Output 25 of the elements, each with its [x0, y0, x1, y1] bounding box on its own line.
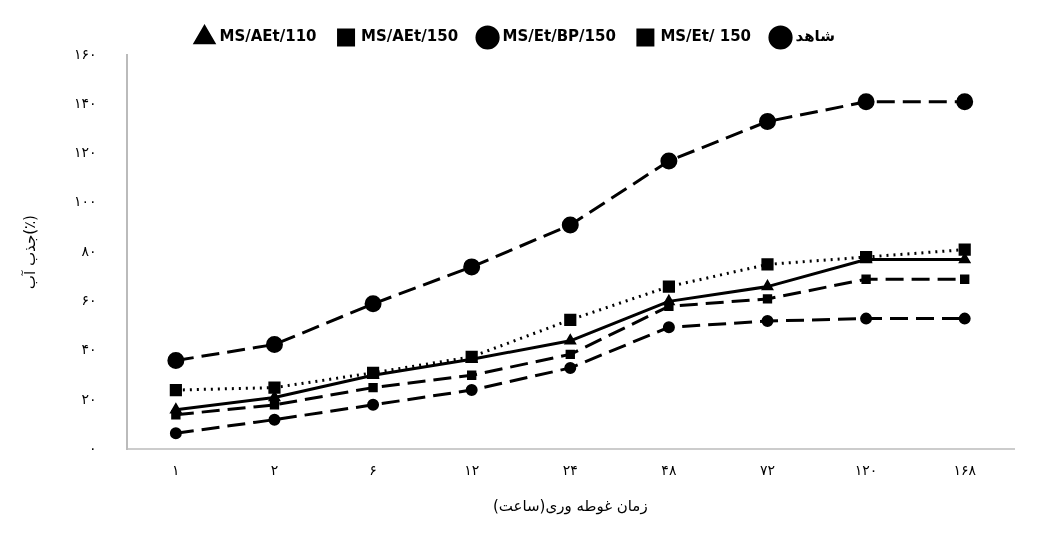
x-tick-label: ۱۲۰	[854, 462, 878, 479]
y-tick-label: ۱۲۰	[74, 144, 97, 161]
legend-label: شاهد	[795, 27, 835, 46]
x-tick-label: ۱۶۸	[953, 462, 977, 479]
y-tick-label: ۰	[89, 439, 97, 456]
legend-label: MS/Et/BP/150	[502, 27, 616, 46]
y-tick-label: ۱۰۰	[74, 193, 97, 210]
legend-label: MS/AEt/110	[219, 27, 317, 46]
x-tick-label: ۴۸	[661, 462, 677, 479]
y-tick-label: ۱۴۰	[74, 94, 97, 111]
x-tick-label: ۲۴	[562, 462, 578, 479]
x-tick-label: ۶	[369, 462, 377, 479]
x-axis-title: زمان غوطه وری(ساعت)	[492, 496, 648, 515]
x-tick-label: ۱	[172, 462, 180, 479]
x-tick-label: ۱۲	[464, 462, 480, 479]
x-tick-label: ۲	[270, 462, 279, 479]
legend-label: MS/Et/ 150	[660, 27, 752, 46]
legend-label: MS/AEt/150	[361, 27, 459, 46]
y-tick-label: ۱۶۰	[74, 45, 97, 62]
y-tick-label: ۲۰	[81, 390, 97, 407]
y-tick-label: ۸۰	[81, 242, 97, 259]
x-tick-label: ۷۲	[759, 462, 776, 479]
y-axis-title: جذب آب(٪)	[20, 215, 39, 290]
y-tick-label: ۴۰	[81, 341, 97, 358]
y-tick-label: ۶۰	[81, 292, 97, 309]
